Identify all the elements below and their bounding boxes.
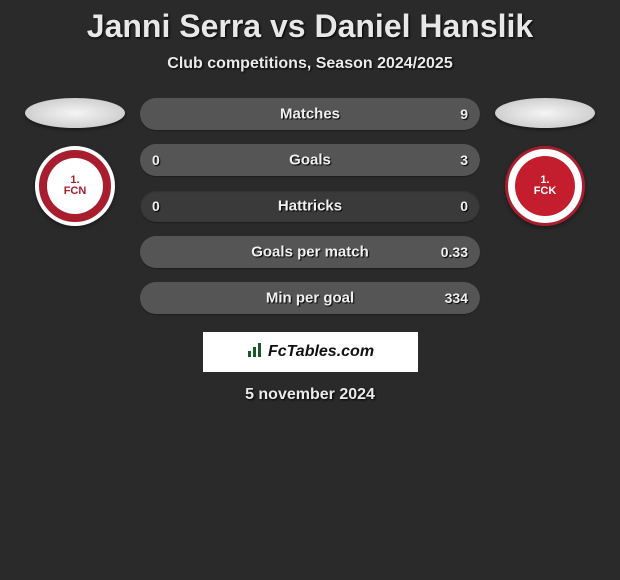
stat-bar: Hattricks 0 0 xyxy=(140,190,480,222)
left-side: 1. FCN xyxy=(20,98,130,226)
fck-line2: FCK xyxy=(534,186,557,197)
page-title: Janni Serra vs Daniel Hanslik xyxy=(0,8,620,45)
fcn-badge-inner: 1. FCN xyxy=(47,158,103,214)
stat-bar: Goals per match 0.33 xyxy=(140,236,480,268)
bar-value-right: 3 xyxy=(460,152,468,168)
main-row: 1. FCN Matches 9 Goals 0 3 Hattricks 0 0 Goals p… xyxy=(0,98,620,314)
stat-bar: Matches 9 xyxy=(140,98,480,130)
bar-value-right: 0.33 xyxy=(441,244,468,260)
footer-box: FcTables.com xyxy=(203,332,418,372)
page-subtitle: Club competitions, Season 2024/2025 xyxy=(0,55,620,73)
bar-value-right: 0 xyxy=(460,198,468,214)
comparison-card: Janni Serra vs Daniel Hanslik Club compe… xyxy=(0,0,620,404)
bar-label: Hattricks xyxy=(278,198,342,215)
bar-value-right: 334 xyxy=(445,290,468,306)
bar-value-left: 0 xyxy=(152,198,160,214)
footer-text: FcTables.com xyxy=(268,343,374,361)
bar-label: Goals xyxy=(289,152,331,169)
bar-label: Matches xyxy=(280,106,340,123)
chart-icon xyxy=(246,341,264,363)
fck-badge: 1. FCK xyxy=(505,146,585,226)
bar-label: Min per goal xyxy=(266,290,354,307)
fck-badge-inner: 1. FCK xyxy=(515,156,575,216)
right-side: 1. FCK xyxy=(490,98,600,226)
bar-value-right: 9 xyxy=(460,106,468,122)
bar-label: Goals per match xyxy=(251,244,369,261)
date-label: 5 november 2024 xyxy=(0,386,620,404)
bar-value-left: 0 xyxy=(152,152,160,168)
avatar-oval-left xyxy=(25,98,125,128)
left-club-badge: 1. FCN xyxy=(28,146,123,226)
stat-bar: Goals 0 3 xyxy=(140,144,480,176)
fcn-badge: 1. FCN xyxy=(35,146,115,226)
fcn-line2: FCN xyxy=(64,186,87,197)
stat-bar: Min per goal 334 xyxy=(140,282,480,314)
right-club-badge: 1. FCK xyxy=(498,146,593,226)
avatar-oval-right xyxy=(495,98,595,128)
stat-bars: Matches 9 Goals 0 3 Hattricks 0 0 Goals per matc… xyxy=(140,98,480,314)
